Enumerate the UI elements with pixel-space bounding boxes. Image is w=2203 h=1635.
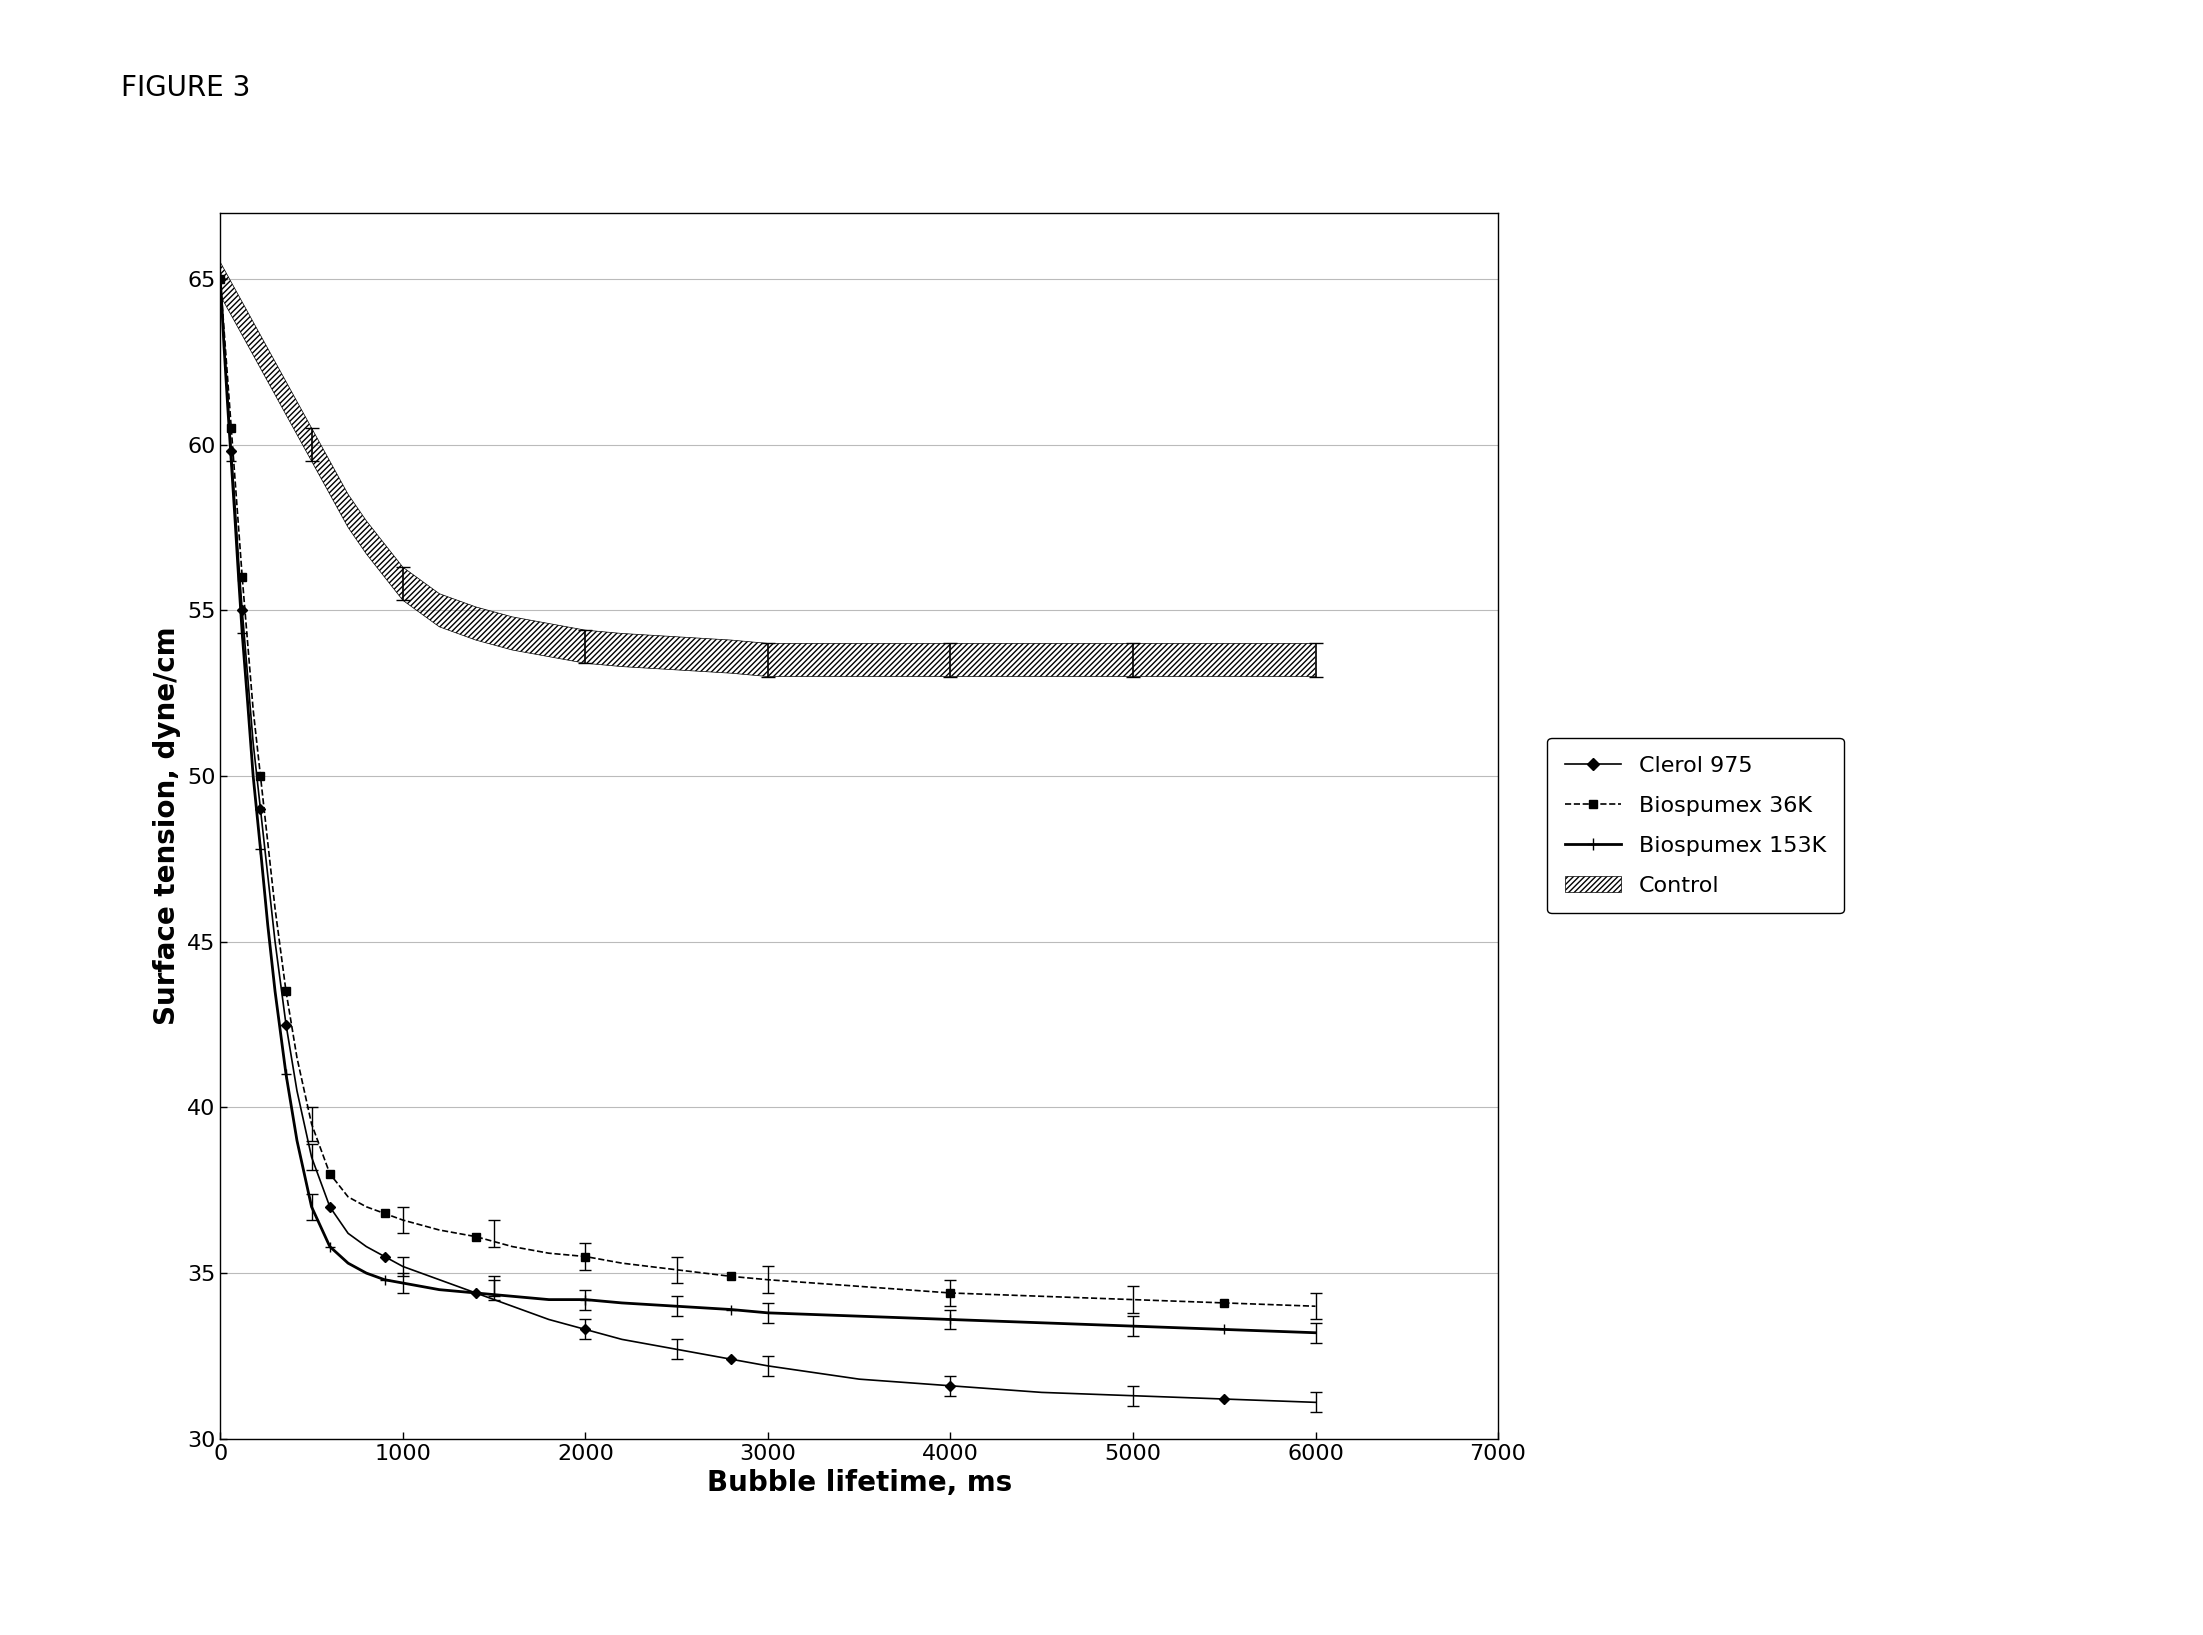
Text: FIGURE 3: FIGURE 3 <box>121 74 251 101</box>
X-axis label: Bubble lifetime, ms: Bubble lifetime, ms <box>707 1470 1011 1498</box>
Legend: Clerol 975, Biospumex 36K, Biospumex 153K, Control: Clerol 975, Biospumex 36K, Biospumex 153… <box>1547 737 1844 914</box>
Y-axis label: Surface tension, dyne/cm: Surface tension, dyne/cm <box>154 626 181 1025</box>
